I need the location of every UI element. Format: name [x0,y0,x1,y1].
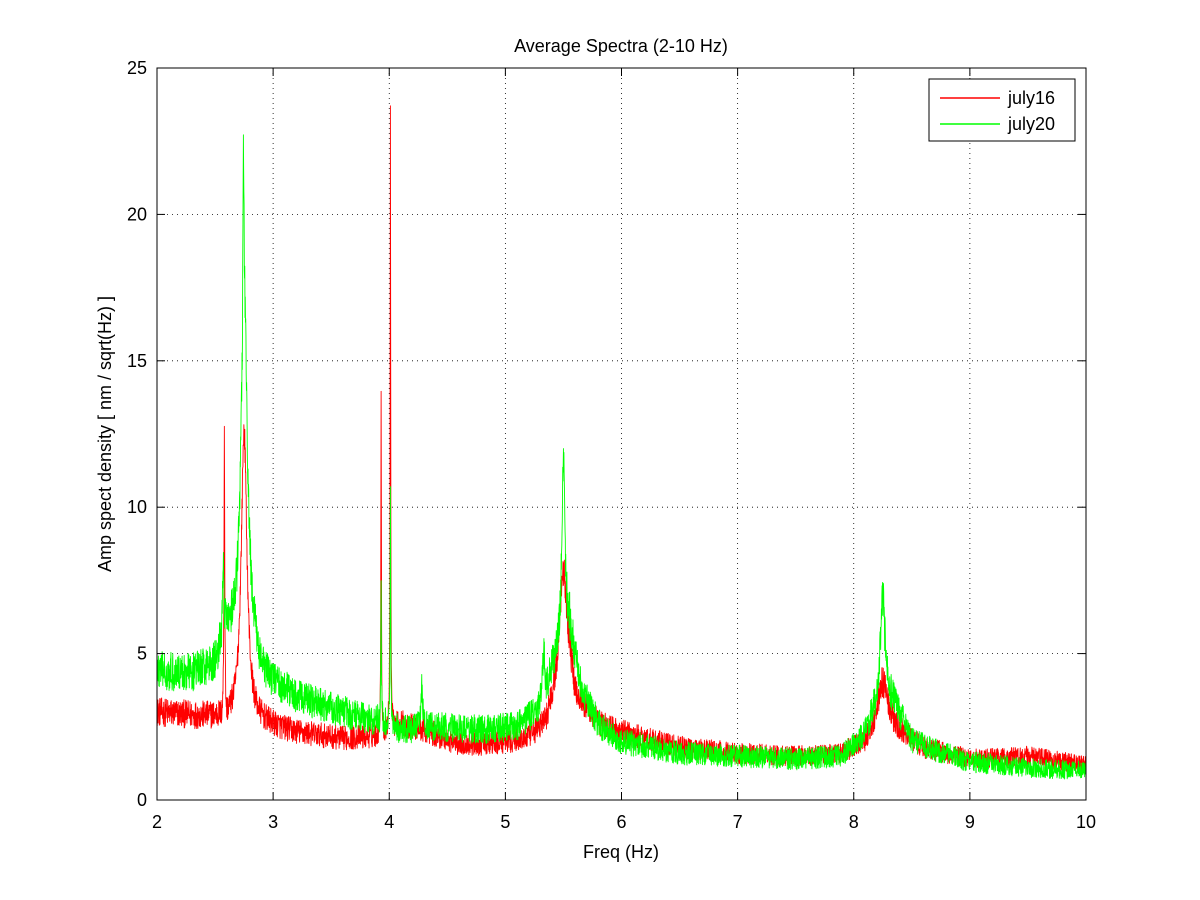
y-tick-label: 20 [127,204,147,224]
x-tick-label: 6 [616,812,626,832]
axis-ticks: 2 3 4 5 6 7 8 9 10 0 5 10 15 20 25 [127,58,1096,832]
y-axis-title: Amp spect density [ nm / sqrt(Hz) ] [95,296,115,572]
x-axis-title: Freq (Hz) [583,842,659,862]
legend: july16 july20 [928,78,1076,142]
x-tick-label: 3 [268,812,278,832]
series-layer [156,105,1087,780]
x-tick-label: 10 [1076,812,1096,832]
chart-title: Average Spectra (2-10 Hz) [514,36,728,56]
x-tick-label: 2 [152,812,162,832]
x-tick-label: 9 [965,812,975,832]
x-tick-label: 4 [384,812,394,832]
y-tick-label: 0 [137,790,147,810]
y-tick-label: 10 [127,497,147,517]
legend-label-july16: july16 [1007,88,1055,108]
legend-label-july20: july20 [1007,114,1055,134]
x-tick-label: 7 [733,812,743,832]
legend-box [928,78,1076,142]
series-line-july20 [156,134,1087,780]
y-tick-label: 5 [137,644,147,664]
y-tick-label: 25 [127,58,147,78]
y-tick-label: 15 [127,351,147,371]
x-tick-label: 8 [849,812,859,832]
x-tick-label: 5 [500,812,510,832]
